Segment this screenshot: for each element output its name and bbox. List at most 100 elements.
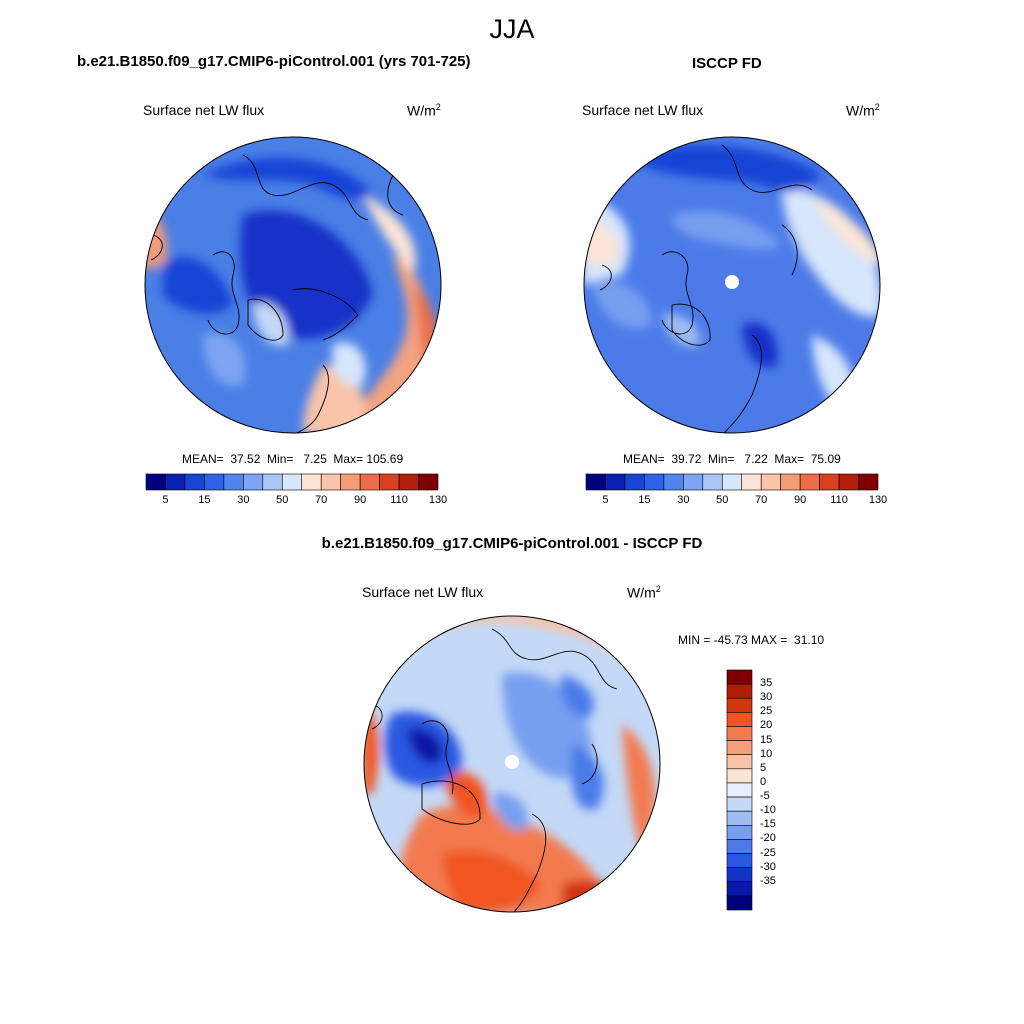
- obs-colorbar-ticks: 5 15 30 50 70 90 110 130: [586, 494, 887, 508]
- colorbar-tick-label: 70: [755, 494, 768, 506]
- model-coastlines: [150, 154, 404, 433]
- obs-polar-map: [583, 136, 881, 434]
- obs-panel-title: ISCCP FD: [692, 55, 762, 72]
- obs-coastlines: [599, 144, 813, 433]
- colorbar-swatch: [340, 473, 361, 491]
- colorbar-swatch: [858, 473, 879, 491]
- colorbar-swatch: [726, 683, 753, 699]
- diff-map-border: [363, 615, 661, 913]
- colorbar-swatch: [418, 473, 439, 491]
- colorbar-tick-label: 130: [428, 494, 448, 506]
- colorbar-tick-label: 30: [677, 494, 690, 506]
- colorbar-swatch: [644, 473, 665, 491]
- obs-colorbar: [585, 473, 879, 491]
- colorbar-swatch: [605, 473, 626, 491]
- colorbar-tick-label: -15: [760, 818, 776, 831]
- colorbar-swatch: [726, 754, 753, 770]
- colorbar-tick-label: 70: [315, 494, 328, 506]
- model-polar-map: [144, 136, 442, 434]
- model-colorbar: [145, 473, 439, 491]
- colorbar-tick-label: -10: [760, 804, 776, 817]
- colorbar-swatch: [359, 473, 380, 491]
- colorbar-tick-label: 15: [198, 494, 211, 506]
- colorbar-tick-label: 110: [830, 494, 848, 506]
- model-variable-label: Surface net LW flux: [143, 102, 265, 118]
- colorbar-swatch: [204, 473, 225, 491]
- colorbar-swatch: [726, 824, 753, 840]
- colorbar-swatch: [585, 473, 606, 491]
- colorbar-swatch: [301, 473, 322, 491]
- colorbar-swatch: [726, 740, 753, 756]
- model-colorbar-ticks: 5 15 30 50 70 90 110 130: [146, 494, 447, 508]
- colorbar-tick-label: 0: [760, 775, 767, 788]
- colorbar-tick-label: 50: [716, 494, 729, 506]
- colorbar-tick-label: 90: [794, 494, 807, 506]
- colorbar-swatch: [726, 712, 753, 727]
- colorbar-swatch: [281, 473, 303, 491]
- colorbar-swatch: [262, 473, 283, 491]
- colorbar-swatch: [145, 473, 166, 491]
- colorbar-tick-label: 15: [638, 494, 651, 506]
- colorbar-swatch: [726, 810, 753, 826]
- colorbar-tick-label: -5: [760, 790, 770, 803]
- colorbar-swatch: [760, 473, 781, 491]
- colorbar-tick-label: 5: [602, 494, 609, 506]
- colorbar-swatch: [819, 473, 840, 491]
- obs-pole-gap: [725, 275, 739, 289]
- model-stats: MEAN= 37.52 Min= 7.25 Max= 105.69: [182, 452, 404, 466]
- colorbar-tick-label: 10: [760, 747, 773, 760]
- diff-polar-map: [363, 615, 661, 913]
- diff-pole-gap: [505, 755, 519, 769]
- diff-colorbar-ticks: 35 30 25 20 15 10 5 0 -5 -10 -15 -20 -25 -30 -35: [760, 670, 800, 910]
- obs-stats: MEAN= 39.72 Min= 7.22 Max= 75.09: [623, 452, 841, 466]
- colorbar-tick-label: 35: [760, 677, 773, 690]
- obs-variable-label: Surface net LW flux: [582, 102, 704, 118]
- colorbar-swatch: [726, 669, 753, 685]
- model-map-border: [144, 136, 442, 434]
- colorbar-tick-label: 20: [760, 719, 773, 732]
- colorbar-tick-label: -20: [760, 832, 776, 845]
- colorbar-swatch: [726, 881, 753, 897]
- colorbar-swatch: [726, 853, 753, 868]
- season-title: JJA: [489, 14, 535, 44]
- colorbar-swatch: [726, 697, 753, 713]
- colorbar-swatch: [741, 473, 762, 491]
- colorbar-swatch: [683, 473, 704, 491]
- colorbar-tick-label: 30: [760, 691, 773, 704]
- colorbar-swatch: [223, 473, 244, 491]
- colorbar-swatch: [320, 473, 341, 491]
- diff-variable-label: Surface net LW flux: [362, 584, 484, 600]
- colorbar-tick-label: 110: [390, 494, 408, 506]
- colorbar-tick-label: 5: [760, 761, 767, 774]
- colorbar-swatch: [780, 473, 801, 491]
- colorbar-tick-label: 15: [760, 733, 773, 746]
- colorbar-tick-label: -30: [760, 860, 776, 873]
- colorbar-tick-label: 130: [868, 494, 888, 506]
- colorbar-swatch: [726, 867, 753, 883]
- colorbar-swatch: [799, 473, 820, 491]
- diff-units-label: W/m2: [627, 584, 661, 601]
- colorbar-swatch: [243, 473, 264, 491]
- colorbar-tick-label: 30: [237, 494, 250, 506]
- obs-units-label: W/m2: [846, 102, 880, 119]
- diff-stats: MIN = -45.73 MAX = 31.10: [678, 633, 825, 647]
- colorbar-swatch: [726, 768, 753, 784]
- diff-panel-title: b.e21.B1850.f09_g17.CMIP6-piControl.001 …: [321, 535, 703, 552]
- colorbar-tick-label: 25: [760, 705, 773, 718]
- colorbar-swatch: [398, 473, 419, 491]
- colorbar-swatch: [726, 839, 753, 854]
- colorbar-swatch: [838, 473, 859, 491]
- colorbar-swatch: [184, 473, 205, 491]
- colorbar-tick-label: -35: [760, 874, 776, 887]
- diff-colorbar: [726, 669, 753, 911]
- colorbar-swatch: [726, 796, 753, 812]
- colorbar-tick-label: 5: [162, 494, 169, 506]
- colorbar-swatch: [165, 473, 186, 491]
- colorbar-swatch: [726, 895, 753, 911]
- colorbar-swatch: [726, 726, 753, 741]
- obs-map-border: [583, 136, 881, 434]
- model-panel-title: b.e21.B1850.f09_g17.CMIP6-piControl.001 …: [77, 53, 471, 70]
- colorbar-swatch: [379, 473, 400, 491]
- colorbar-swatch: [726, 782, 753, 798]
- colorbar-swatch: [721, 473, 743, 491]
